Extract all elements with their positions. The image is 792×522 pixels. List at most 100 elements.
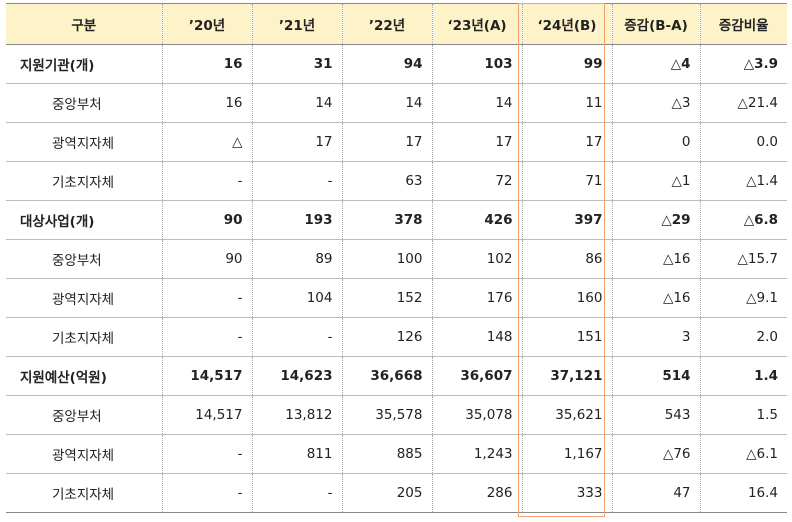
cell-2021: 89 <box>251 239 343 279</box>
cell-2022: 100 <box>341 239 433 279</box>
table-row: 중앙부처 16 14 14 14 11 △3 △21.4 <box>6 83 787 123</box>
row-label: 광역지자체 <box>6 278 163 318</box>
cell-2022: 14 <box>341 83 433 123</box>
row-label: 기초지자체 <box>6 473 163 513</box>
cell-change: 3 <box>611 317 701 357</box>
cell-change-rate: △6.1 <box>699 434 787 474</box>
cell-2020: 14,517 <box>161 356 253 396</box>
cell-2023: 72 <box>431 161 523 201</box>
cell-change-rate: △21.4 <box>699 83 787 123</box>
cell-change: 514 <box>611 356 701 396</box>
row-label: 중앙부처 <box>6 83 163 123</box>
cell-2023: 286 <box>431 473 523 513</box>
cell-2024: 37,121 <box>521 356 613 396</box>
cell-2021: 14 <box>251 83 343 123</box>
cell-2020: - <box>161 278 253 318</box>
header-2024: ‘24년(B) <box>521 3 613 45</box>
cell-2024: 11 <box>521 83 613 123</box>
cell-2024: 86 <box>521 239 613 279</box>
cell-2021: 31 <box>251 44 343 84</box>
cell-change-rate: 0.0 <box>699 122 787 162</box>
cell-2020: - <box>161 161 253 201</box>
cell-2020: 16 <box>161 44 253 84</box>
cell-2022: 126 <box>341 317 433 357</box>
cell-2020: - <box>161 317 253 357</box>
cell-2024: 151 <box>521 317 613 357</box>
cell-2022: 94 <box>341 44 433 84</box>
cell-2023: 102 <box>431 239 523 279</box>
cell-2023: 1,243 <box>431 434 523 474</box>
cell-2021: - <box>251 317 343 357</box>
cell-2022: 205 <box>341 473 433 513</box>
cell-change-rate: △3.9 <box>699 44 787 84</box>
row-label: 광역지자체 <box>6 122 163 162</box>
cell-change-rate: 2.0 <box>699 317 787 357</box>
cell-2024: 99 <box>521 44 613 84</box>
group-label: 지원기관(개) <box>6 44 163 84</box>
cell-2021: 811 <box>251 434 343 474</box>
cell-change-rate: △6.8 <box>699 200 787 240</box>
cell-2022: 885 <box>341 434 433 474</box>
cell-change-rate: 16.4 <box>699 473 787 513</box>
cell-2024: 1,167 <box>521 434 613 474</box>
cell-2024: 333 <box>521 473 613 513</box>
cell-change: △76 <box>611 434 701 474</box>
cell-2020: 90 <box>161 200 253 240</box>
cell-2023: 103 <box>431 44 523 84</box>
cell-2021: 104 <box>251 278 343 318</box>
table-row: 광역지자체 △ 17 17 17 17 0 0.0 <box>6 122 787 162</box>
cell-2023: 14 <box>431 83 523 123</box>
row-label: 중앙부처 <box>6 239 163 279</box>
header-change-rate: 증감비율 <box>699 3 787 45</box>
group-label: 지원예산(억원) <box>6 356 163 396</box>
cell-2024: 35,621 <box>521 395 613 435</box>
header-2022: ’22년 <box>341 3 433 45</box>
group-row: 대상사업(개) 90 193 378 426 397 △29 △6.8 <box>6 200 787 240</box>
cell-2021: 193 <box>251 200 343 240</box>
header-2023: ‘23년(A) <box>431 3 523 45</box>
cell-change: △3 <box>611 83 701 123</box>
cell-2022: 152 <box>341 278 433 318</box>
cell-2022: 17 <box>341 122 433 162</box>
cell-change-rate: △15.7 <box>699 239 787 279</box>
cell-2023: 176 <box>431 278 523 318</box>
group-label: 대상사업(개) <box>6 200 163 240</box>
cell-change: △16 <box>611 278 701 318</box>
cell-2023: 426 <box>431 200 523 240</box>
table-row: 기초지자체 - -205 286 333 47 16.4 <box>6 473 787 513</box>
cell-2020: 14,517 <box>161 395 253 435</box>
table-row: 광역지자체 -811 885 1,243 1,167 △76 △6.1 <box>6 434 787 474</box>
cell-2023: 35,078 <box>431 395 523 435</box>
cell-2020: - <box>161 434 253 474</box>
cell-2021: - <box>251 473 343 513</box>
cell-change: 47 <box>611 473 701 513</box>
row-label: 기초지자체 <box>6 317 163 357</box>
cell-2022: 35,578 <box>341 395 433 435</box>
cell-change: △1 <box>611 161 701 201</box>
cell-2020: - <box>161 473 253 513</box>
group-row: 지원기관(개) 16 31 94 103 99 △4 △3.9 <box>6 44 787 84</box>
cell-change: △29 <box>611 200 701 240</box>
row-label: 기초지자체 <box>6 161 163 201</box>
header-2021: ’21년 <box>251 3 343 45</box>
header-change: 증감(B-A) <box>611 3 701 45</box>
cell-change-rate: 1.4 <box>699 356 787 396</box>
cell-2020: 16 <box>161 83 253 123</box>
cell-2024: 160 <box>521 278 613 318</box>
table-row: 기초지자체 - -126 148 151 3 2.0 <box>6 317 787 357</box>
statistics-table-container: 구분 ’20년 ’21년 ’22년 ‘23년(A) ‘24년(B) 증감(B-A… <box>6 3 787 513</box>
cell-2023: 17 <box>431 122 523 162</box>
cell-2021: - <box>251 161 343 201</box>
cell-2020: △ <box>161 122 253 162</box>
cell-change-rate: △1.4 <box>699 161 787 201</box>
cell-change-rate: 1.5 <box>699 395 787 435</box>
cell-2021: 17 <box>251 122 343 162</box>
cell-change-rate: △9.1 <box>699 278 787 318</box>
group-row: 지원예산(억원) 14,517 14,623 36,668 36,607 37,121 51… <box>6 356 787 396</box>
cell-2020: 90 <box>161 239 253 279</box>
cell-change: 0 <box>611 122 701 162</box>
cell-2022: 36,668 <box>341 356 433 396</box>
cell-2024: 397 <box>521 200 613 240</box>
row-label: 중앙부처 <box>6 395 163 435</box>
table-row: 중앙부처 14,517 13,812 35,578 35,078 35,621 543 1.5 <box>6 395 787 435</box>
